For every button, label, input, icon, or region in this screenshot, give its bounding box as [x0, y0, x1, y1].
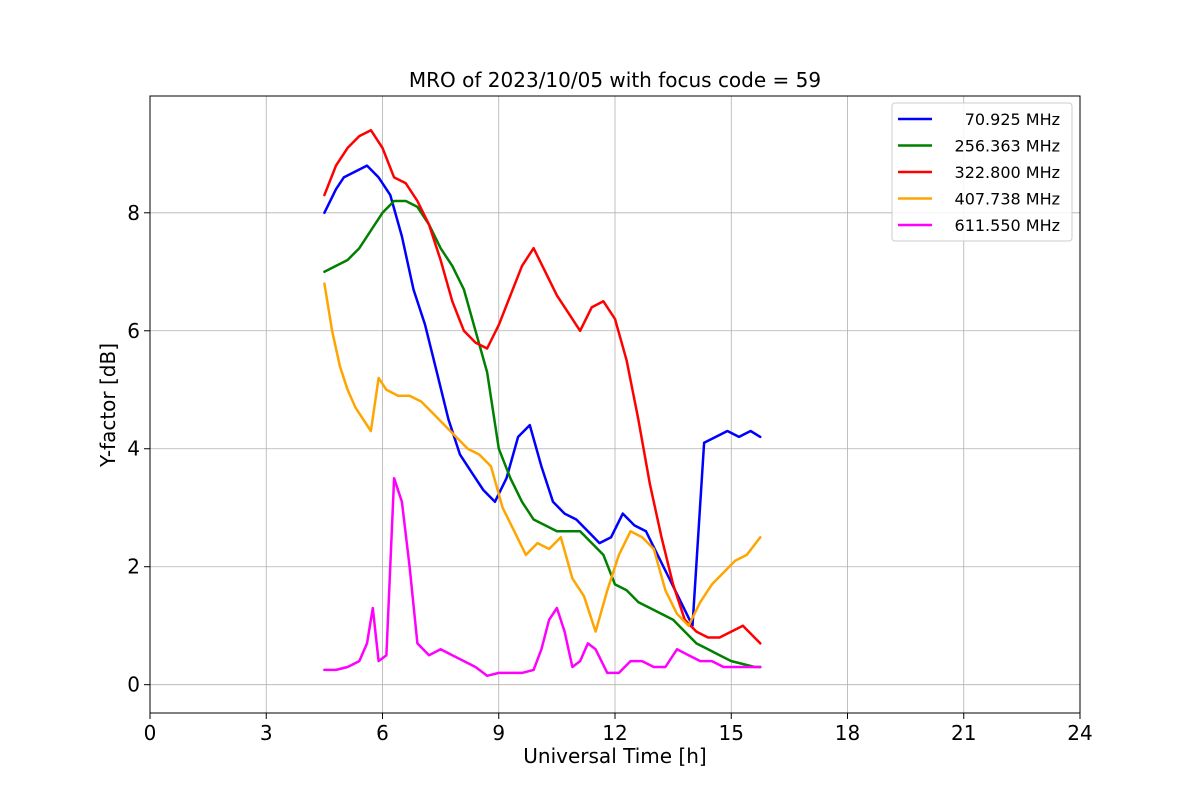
series-line-5	[323, 476, 762, 678]
x-tick-label: 15	[719, 721, 744, 745]
x-tick-label: 24	[1067, 721, 1092, 745]
x-tick-label: 12	[602, 721, 627, 745]
x-axis-label: Universal Time [h]	[523, 744, 706, 768]
legend-box	[891, 102, 1073, 242]
x-tick-label: 21	[951, 721, 976, 745]
y-tick-label: 2	[127, 555, 140, 579]
series-line-2	[323, 199, 762, 669]
legend-label-5: 611.550 MHz	[955, 216, 1060, 235]
y-tick-label: 0	[127, 673, 140, 697]
chart-title: MRO of 2023/10/05 with focus code = 59	[409, 68, 821, 92]
x-axis-ticks: 0 3 6 9 12 15 18 21 24	[144, 713, 1093, 745]
series-line-3	[323, 128, 762, 645]
x-tick-label: 9	[492, 721, 505, 745]
x-tick-label: 3	[260, 721, 273, 745]
y-tick-label: 4	[127, 437, 140, 461]
x-tick-label: 18	[835, 721, 860, 745]
y-tick-label: 8	[127, 201, 140, 225]
legend-label-2: 256.363 MHz	[955, 137, 1060, 156]
y-axis-ticks: 0 2 4 6 8	[127, 201, 150, 697]
legend-label-1: 70.925 MHz	[965, 110, 1060, 129]
legend-label-4: 407.738 MHz	[955, 190, 1060, 209]
series-line-1	[323, 164, 762, 627]
x-tick-label: 0	[144, 721, 157, 745]
series-line-4	[323, 282, 762, 633]
x-tick-label: 6	[376, 721, 389, 745]
y-tick-label: 6	[127, 319, 140, 343]
y-axis-label: Y-factor [dB]	[96, 343, 120, 468]
legend: 70.925 MHz 256.363 MHz 322.800 MHz 407.738 …	[891, 102, 1073, 242]
legend-label-3: 322.800 MHz	[955, 163, 1060, 182]
series-lines	[323, 128, 762, 678]
